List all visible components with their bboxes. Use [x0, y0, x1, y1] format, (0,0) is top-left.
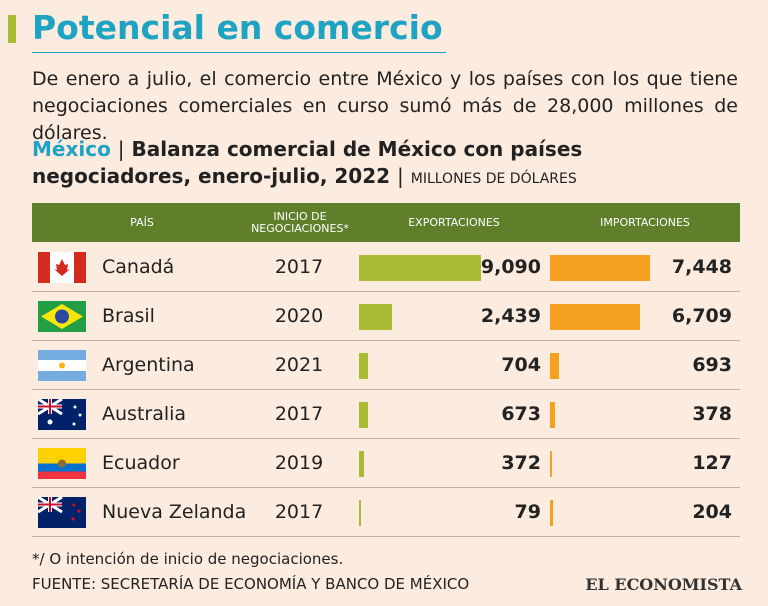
value-label: 673 — [501, 403, 541, 425]
value-label: 378 — [692, 403, 732, 425]
flag — [38, 301, 86, 332]
value-label: 6,709 — [671, 305, 732, 327]
col-header: PAÍS — [130, 215, 154, 229]
flag — [37, 397, 86, 430]
value-label: 127 — [692, 452, 732, 474]
bar — [359, 500, 361, 526]
flag — [38, 448, 86, 479]
source: FUENTE: SECRETARÍA DE ECONOMÍA Y BANCO D… — [32, 575, 470, 593]
footnote: */ O intención de inicio de negociacione… — [32, 550, 344, 568]
table-row: Argentina 2021 704 693 — [32, 341, 740, 390]
table-row: Australia 2017 673 378 — [32, 390, 740, 439]
intro: De enero a julio, el comercio entre Méxi… — [32, 68, 738, 144]
accent — [8, 15, 16, 43]
value-label: 204 — [692, 501, 732, 523]
value-label: 7,448 — [671, 256, 732, 278]
value-label: 9,090 — [480, 256, 541, 278]
bar — [359, 353, 369, 379]
chart-title: Balanza comercial de México con países n… — [32, 137, 583, 188]
country: Ecuador — [102, 452, 180, 474]
bar — [550, 255, 650, 281]
col-header: IMPORTACIONES — [600, 215, 690, 229]
rule — [32, 52, 446, 53]
flag-icon — [38, 350, 86, 381]
bar — [359, 304, 392, 330]
start-year: 2021 — [274, 354, 324, 376]
value-label: 2,439 — [480, 305, 541, 327]
table-row: Nueva Zelanda 2017 79 204 — [32, 488, 740, 537]
table-row: Brasil 2020 2,439 6,709 — [32, 292, 740, 341]
title-prefix: México — [32, 137, 111, 161]
flag-icon — [38, 301, 86, 332]
value-label: 79 — [514, 501, 541, 523]
flag-icon — [38, 448, 86, 479]
country: Argentina — [102, 354, 195, 376]
country: Canadá — [102, 256, 175, 278]
flag — [38, 350, 86, 381]
table-row: Ecuador 2019 372 127 — [32, 439, 740, 488]
col-header: INICIO DE NEGOCIACIONES* — [251, 209, 349, 235]
country: Australia — [102, 403, 187, 425]
flag — [38, 252, 86, 283]
col-header: EXPORTACIONES — [408, 215, 500, 229]
chart-title-block: México | Balanza comercial de México con… — [32, 137, 583, 188]
bar — [359, 451, 364, 477]
value-label: 704 — [501, 354, 541, 376]
start-year: 2017 — [274, 403, 324, 425]
bar — [550, 304, 641, 330]
bar — [359, 402, 369, 428]
bar — [550, 500, 553, 526]
table-header: PAÍS INICIO DE NEGOCIACIONES* EXPORTACIO… — [32, 203, 740, 242]
bar — [359, 255, 481, 281]
flag-icon — [38, 252, 86, 283]
flag-icon — [37, 397, 86, 430]
title: Potencial en comercio — [32, 8, 443, 47]
bar — [550, 402, 556, 428]
start-year: 2020 — [274, 305, 324, 327]
bar — [550, 451, 552, 477]
bar — [550, 353, 560, 379]
start-year: 2019 — [274, 452, 324, 474]
units: MILLONES DE DÓLARES — [410, 171, 577, 187]
flag-icon — [37, 495, 86, 528]
start-year: 2017 — [274, 501, 324, 523]
brand: EL ECONOMISTA — [585, 575, 742, 594]
start-year: 2017 — [274, 256, 324, 278]
country: Nueva Zelanda — [102, 501, 247, 523]
value-label: 693 — [692, 354, 732, 376]
value-label: 372 — [501, 452, 541, 474]
flag — [37, 495, 86, 528]
table-row: Canadá 2017 9,090 7,448 — [32, 243, 740, 292]
country: Brasil — [102, 305, 155, 327]
